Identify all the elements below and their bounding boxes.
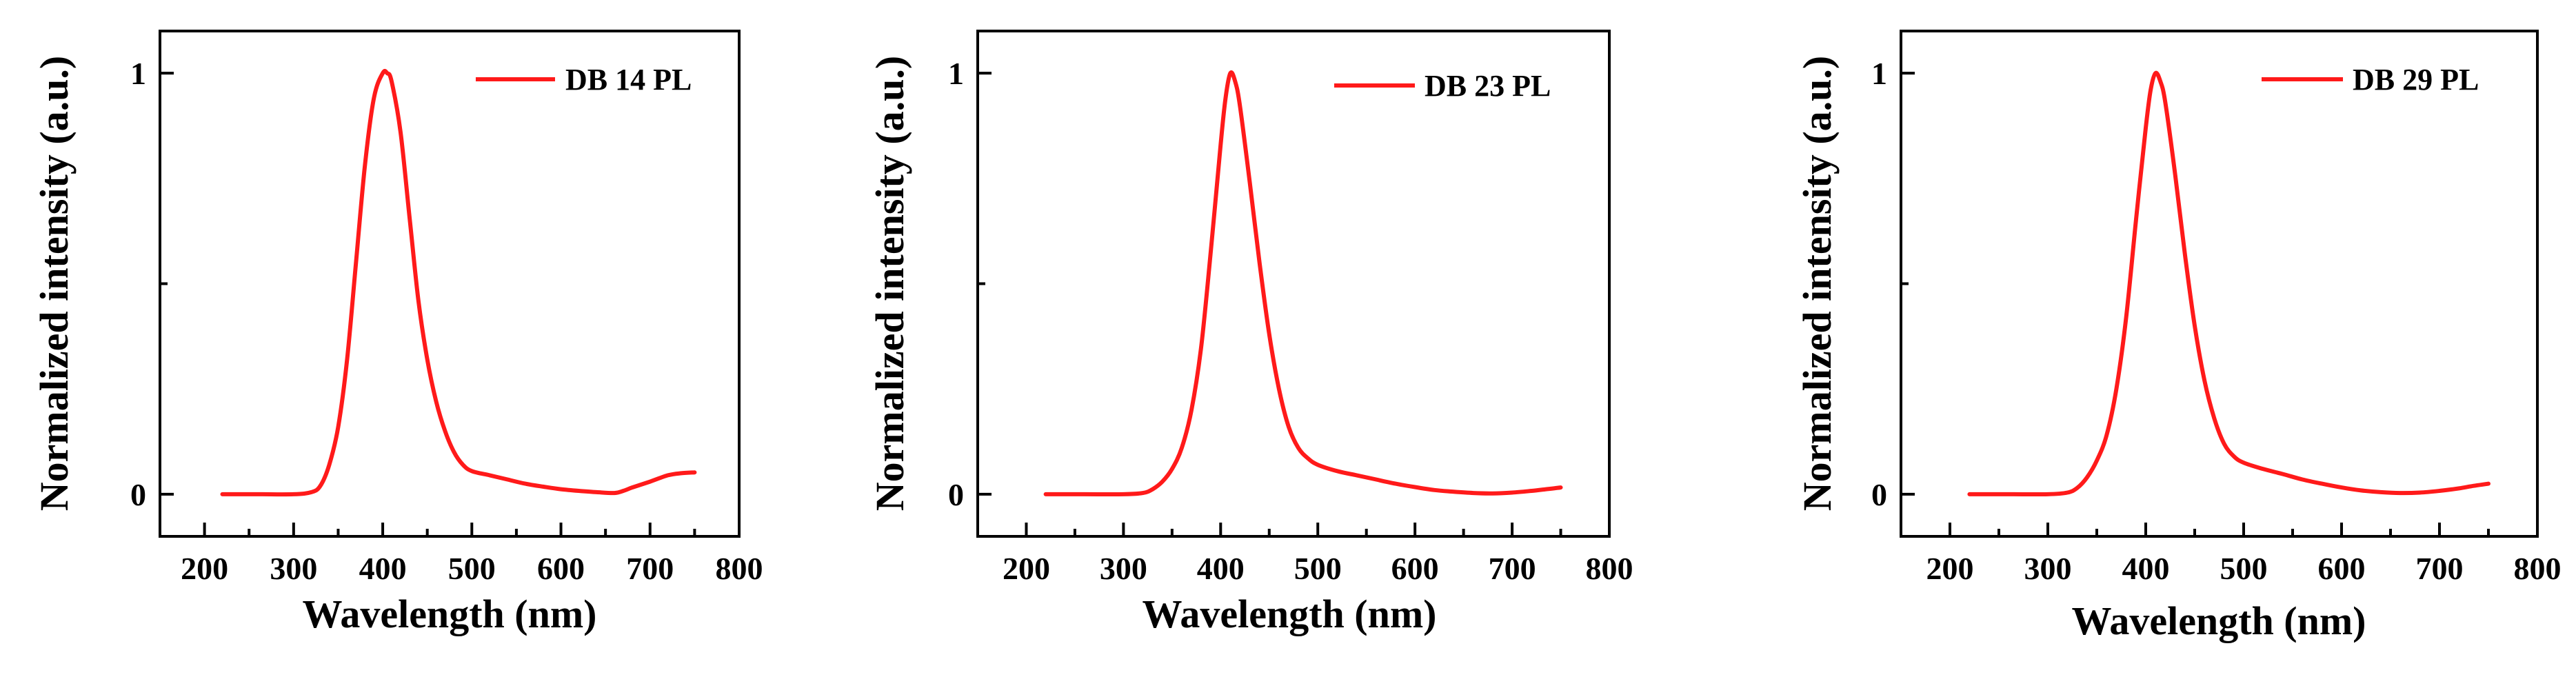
x-tick-label: 800 — [1586, 551, 1633, 586]
x-axis-title: Wavelength (nm) — [303, 592, 597, 636]
x-tick-label: 400 — [2122, 551, 2170, 586]
x-tick-label: 800 — [2514, 551, 2562, 586]
y-tick-label: 0 — [1871, 477, 1887, 512]
series-line-db14 — [220, 68, 697, 497]
y-tick-label: 1 — [130, 56, 146, 91]
x-tick-label: 300 — [1100, 551, 1147, 586]
y-tick-label: 0 — [130, 477, 146, 512]
x-tick-label: 700 — [626, 551, 674, 586]
y-axis-title: Normalized intensity (a.u.) — [867, 56, 912, 512]
x-tick-label: 200 — [1003, 551, 1050, 586]
tick-marks — [978, 72, 1562, 536]
x-tick-label: 600 — [2318, 551, 2366, 586]
y-axis-title: Normalized intensity (a.u.) — [32, 56, 77, 512]
panel-db14: 200 300 400 500 600 700 800 0 1 DB 14 PL… — [32, 30, 763, 636]
x-tick-label: 200 — [181, 551, 228, 586]
x-tick-label: 300 — [270, 551, 317, 586]
tick-marks — [1901, 72, 2490, 536]
x-tick-label: 400 — [359, 551, 407, 586]
plot-frame — [1900, 30, 2539, 538]
panel-db29: 200 300 400 500 600 700 800 0 1 DB 29 PL… — [1795, 30, 2562, 643]
x-tick-label: 300 — [2024, 551, 2072, 586]
x-tick-label: 800 — [716, 551, 763, 586]
y-tick-label: 1 — [1871, 56, 1887, 91]
plot-frame — [159, 30, 741, 538]
tick-marks — [160, 72, 696, 536]
plot-frame — [976, 30, 1611, 538]
x-axis-title: Wavelength (nm) — [1143, 592, 1437, 636]
x-tick-label: 500 — [1294, 551, 1342, 586]
y-axis-title: Normalized intensity (a.u.) — [1795, 56, 1840, 512]
panel-db23: 200 300 400 500 600 700 800 0 1 DB 23 PL… — [867, 30, 1633, 636]
x-tick-label: 400 — [1197, 551, 1245, 586]
series-line-db29 — [1967, 70, 2491, 497]
x-tick-label: 700 — [2416, 551, 2464, 586]
x-tick-label: 600 — [537, 551, 585, 586]
y-tick-label: 0 — [948, 477, 964, 512]
x-tick-label: 200 — [1926, 551, 1974, 586]
x-axis-title: Wavelength (nm) — [2072, 598, 2366, 643]
series-line-db23 — [1043, 70, 1563, 497]
x-tick-label: 700 — [1489, 551, 1536, 586]
x-tick-label: 500 — [448, 551, 496, 586]
legend-label-db14: DB 14 PL — [565, 63, 692, 97]
x-tick-label: 600 — [1391, 551, 1439, 586]
legend-label-db29: DB 29 PL — [2353, 63, 2479, 97]
x-tick-label: 500 — [2220, 551, 2268, 586]
legend-label-db23: DB 23 PL — [1425, 69, 1551, 103]
y-tick-label: 1 — [948, 56, 964, 91]
